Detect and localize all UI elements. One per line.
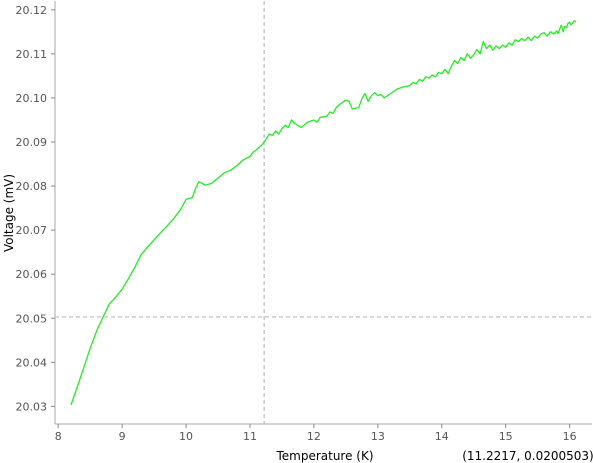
x-tick-label: 16 — [563, 430, 577, 443]
y-tick-label: 20.08 — [16, 180, 48, 193]
y-tick-label: 20.12 — [16, 4, 48, 17]
y-axis-title: Voltage (mV) — [2, 174, 16, 252]
x-tick-label: 11 — [243, 430, 257, 443]
x-tick-label: 8 — [55, 430, 62, 443]
y-tick-label: 20.03 — [16, 400, 48, 413]
y-tick-label: 20.05 — [16, 312, 48, 325]
y-tick-label: 20.09 — [16, 136, 48, 149]
x-tick-label: 13 — [371, 430, 385, 443]
y-tick-label: 20.04 — [16, 356, 48, 369]
x-tick-label: 9 — [119, 430, 126, 443]
y-tick-label: 20.07 — [16, 224, 48, 237]
x-tick-label: 12 — [307, 430, 321, 443]
x-tick-label: 10 — [179, 430, 193, 443]
tick-marks: 20.03 20.04 20.05 20.06 20.07 20.08 20.09 20.10… — [16, 4, 577, 443]
y-tick-label: 20.06 — [16, 268, 48, 281]
x-axis-title: Temperature (K) — [275, 449, 373, 463]
axes — [54, 1, 592, 425]
crosshair — [55, 1, 592, 424]
series-line — [70, 20, 577, 406]
x-tick-label: 14 — [435, 430, 449, 443]
y-tick-label: 20.10 — [16, 92, 48, 105]
series-layer — [70, 20, 577, 406]
cursor-readout: (11.2217, 0.0200503) — [462, 449, 593, 463]
y-tick-label: 20.11 — [16, 48, 48, 61]
x-tick-label: 15 — [499, 430, 513, 443]
